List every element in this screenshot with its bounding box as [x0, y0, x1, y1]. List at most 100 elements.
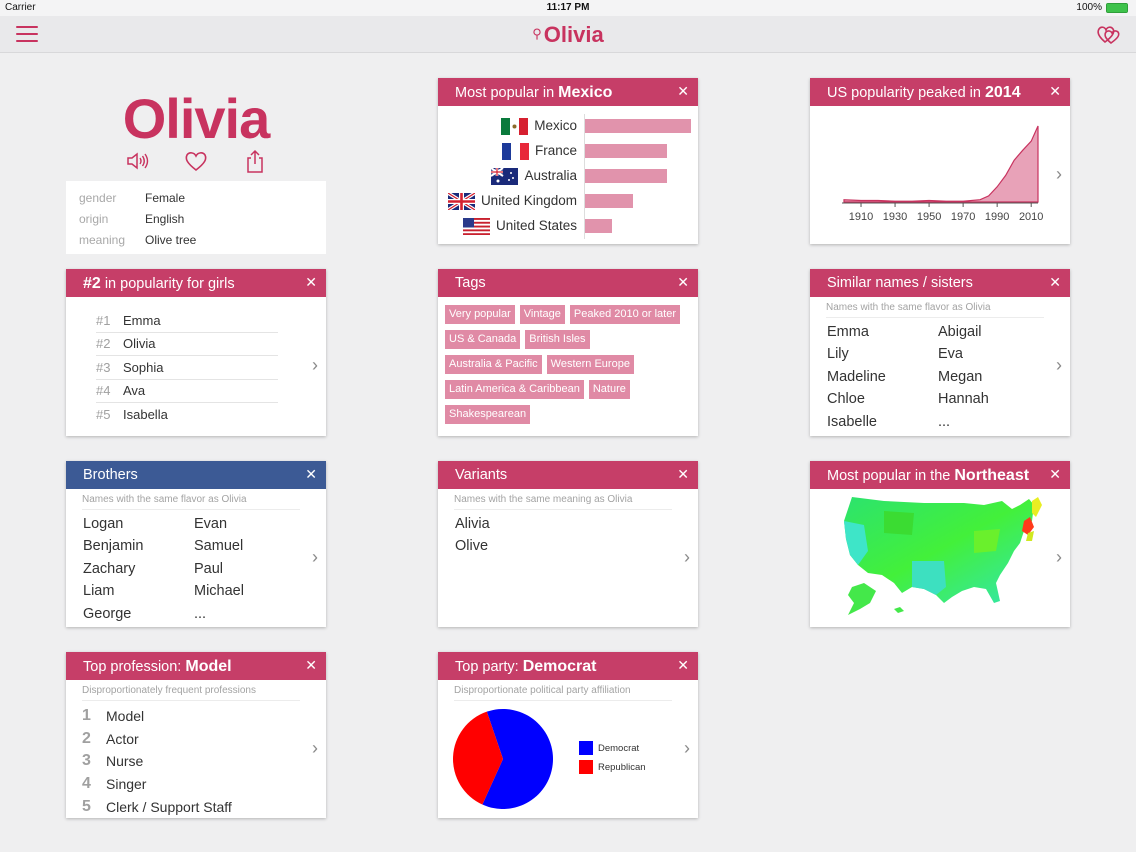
list-item[interactable]: ...: [938, 413, 951, 430]
list-item[interactable]: 3 Nurse: [82, 752, 144, 770]
legend-item-republican: Republican: [579, 760, 646, 774]
list-item[interactable]: 5 Clerk / Support Staff: [82, 797, 232, 815]
bar: [585, 194, 633, 208]
close-icon[interactable]: ✕: [1049, 83, 1061, 99]
menu-icon[interactable]: [16, 26, 38, 42]
brothers-card[interactable]: Brothers ✕ Names with the same flavor as…: [66, 461, 326, 627]
popularity-area: [843, 125, 1039, 203]
chevron-right-icon[interactable]: ›: [312, 738, 318, 758]
name-profile: Olivia gender Female origin English meanin…: [66, 78, 326, 254]
tag[interactable]: British Isles: [525, 330, 590, 349]
list-item[interactable]: George: [83, 605, 132, 622]
list-item[interactable]: Samuel: [194, 538, 244, 555]
chevron-right-icon[interactable]: ›: [1056, 355, 1062, 375]
x-tick-label: 1930: [883, 211, 907, 223]
legend-swatch: [579, 741, 593, 755]
list-item[interactable]: Madeline: [827, 368, 886, 385]
list-item[interactable]: Benjamin: [83, 538, 144, 555]
us-region-map: [844, 497, 1042, 615]
sister-names: Emma Abigail Lily Eva Madeline Megan Chl…: [827, 321, 1070, 433]
pie-slice-democrat: [482, 709, 553, 809]
carrier-label: Carrier: [5, 2, 36, 13]
list-item[interactable]: Zachary: [83, 560, 136, 577]
legend-item-democrat: Democrat: [579, 741, 639, 755]
chevron-right-icon[interactable]: ›: [684, 738, 690, 758]
chevron-right-icon[interactable]: ›: [684, 547, 690, 567]
card-header: US popularity peaked in 2014 ✕: [810, 78, 1070, 106]
close-icon[interactable]: ✕: [677, 657, 689, 673]
list-item[interactable]: Alivia: [455, 516, 490, 532]
close-icon[interactable]: ✕: [1049, 466, 1061, 482]
party-card[interactable]: Top party: Democrat ✕ Disproportionate p…: [438, 652, 698, 818]
card-header: Brothers ✕: [66, 461, 326, 489]
close-icon[interactable]: ✕: [677, 83, 689, 99]
tag[interactable]: Nature: [588, 380, 630, 399]
share-icon[interactable]: [242, 149, 268, 173]
list-item[interactable]: Michael: [194, 583, 244, 600]
list-item[interactable]: 4 Singer: [82, 775, 147, 793]
rank-card[interactable]: #2 in popularity for girls ✕ #1 Emma #2 Ol…: [66, 269, 326, 436]
bar-row: United States: [438, 214, 692, 239]
heart-icon[interactable]: [183, 149, 209, 173]
list-item[interactable]: Abigail: [938, 324, 982, 340]
close-icon[interactable]: ✕: [1049, 274, 1061, 290]
list-item[interactable]: Hannah: [938, 391, 989, 408]
tag[interactable]: Western Europe: [546, 355, 634, 374]
battery-percent: 100%: [1076, 2, 1102, 13]
close-icon[interactable]: ✕: [305, 657, 317, 673]
tag[interactable]: Very popular: [445, 305, 515, 324]
chevron-right-icon[interactable]: ›: [312, 547, 318, 567]
tag[interactable]: Vintage: [519, 305, 565, 324]
list-item[interactable]: 2 Actor: [82, 729, 139, 747]
region-card[interactable]: Most popular in the Northeast ✕ ›: [810, 461, 1070, 627]
list-item[interactable]: #1 Emma: [96, 309, 278, 333]
chevron-right-icon[interactable]: ›: [312, 355, 318, 375]
tag[interactable]: Australia & Pacific: [445, 355, 542, 374]
list-item[interactable]: #4 Ava: [96, 380, 278, 403]
list-item[interactable]: Olive: [455, 538, 489, 555]
list-item[interactable]: Evan: [194, 516, 228, 532]
close-icon[interactable]: ✕: [305, 274, 317, 290]
profession-card[interactable]: Top profession: Model ✕ Disproportionate…: [66, 652, 326, 818]
favorites-hearts-icon[interactable]: [1096, 23, 1122, 45]
close-icon[interactable]: ✕: [677, 466, 689, 482]
tag[interactable]: Latin America & Caribbean: [445, 380, 584, 399]
tag[interactable]: Shakespearean: [445, 405, 531, 424]
speaker-icon[interactable]: [124, 149, 150, 173]
list-item[interactable]: Lily: [827, 346, 849, 363]
flag-icon: [501, 118, 529, 135]
tags-card[interactable]: Tags ✕ Very popular Vintage Peaked 2010 …: [438, 269, 698, 436]
list-item[interactable]: #2 Olivia: [96, 333, 278, 356]
bar: [585, 169, 667, 183]
status-bar: Carrier 11:17 PM 100%: [0, 0, 1136, 16]
list-item[interactable]: Paul: [194, 560, 224, 577]
nav-title[interactable]: ⚲Olivia: [532, 22, 604, 47]
clock: 11:17 PM: [546, 2, 590, 13]
list-item[interactable]: Emma: [827, 324, 869, 340]
sisters-card[interactable]: Similar names / sisters ✕ Names with the…: [810, 269, 1070, 436]
chevron-right-icon[interactable]: ›: [1056, 164, 1062, 184]
bar-row: Mexico: [438, 114, 692, 139]
close-icon[interactable]: ✕: [305, 466, 317, 482]
list-item[interactable]: Chloe: [827, 391, 865, 408]
search-icon[interactable]: ⚲: [532, 26, 542, 41]
list-item[interactable]: ...: [194, 605, 207, 622]
list-item[interactable]: Eva: [938, 346, 963, 363]
list-item[interactable]: #3 Sophia: [96, 356, 278, 380]
variants-card[interactable]: Variants ✕ Names with the same meaning a…: [438, 461, 698, 627]
bar-row: Australia: [438, 164, 692, 189]
party-pie-chart: [452, 709, 553, 809]
list-item[interactable]: Megan: [938, 368, 983, 385]
tag[interactable]: Peaked 2010 or later: [569, 305, 681, 324]
chevron-right-icon[interactable]: ›: [1056, 547, 1062, 567]
country-popularity-card[interactable]: Most popular in Mexico ✕ Mexico France Aus…: [438, 78, 698, 244]
list-item[interactable]: Isabelle: [827, 413, 877, 430]
list-item[interactable]: 1 Model: [82, 707, 145, 725]
tag[interactable]: US & Canada: [445, 330, 521, 349]
us-popularity-card[interactable]: US popularity peaked in 2014 ✕ 1910 1930 1…: [810, 78, 1070, 244]
bar: [585, 144, 667, 158]
list-item[interactable]: #5 Isabella: [96, 407, 168, 423]
list-item[interactable]: Liam: [83, 583, 115, 600]
list-item[interactable]: Logan: [83, 516, 124, 532]
close-icon[interactable]: ✕: [677, 274, 689, 290]
